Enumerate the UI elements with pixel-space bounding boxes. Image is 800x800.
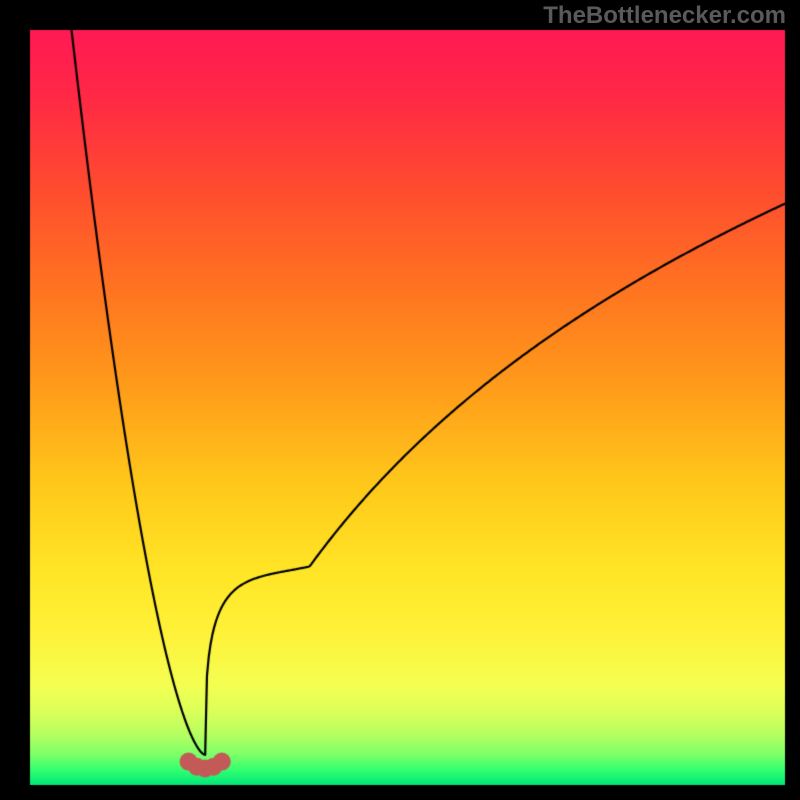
chart-stage: TheBottlenecker.com xyxy=(0,0,800,800)
watermark-text: TheBottlenecker.com xyxy=(543,2,786,30)
bottleneck-chart-canvas xyxy=(0,0,800,800)
